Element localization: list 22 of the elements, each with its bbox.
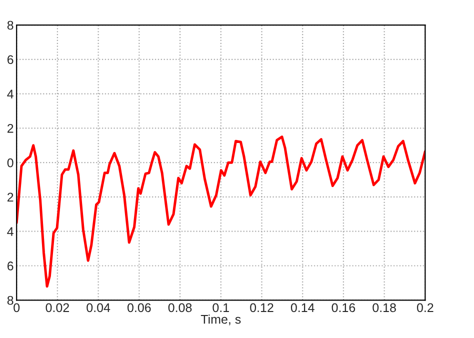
y-tick-label: 6 xyxy=(7,55,14,64)
y-tick-label: 6 xyxy=(7,262,14,270)
x-tick-label: 0.08 xyxy=(168,303,192,312)
x-tick-label: 0 xyxy=(14,303,20,312)
x-tick-label: 0.18 xyxy=(372,303,396,312)
x-tick-label: 0.2 xyxy=(416,303,434,312)
x-tick-label: 0.04 xyxy=(86,303,110,312)
x-tick-label: 0.12 xyxy=(250,303,274,312)
x-tick-label: 0.14 xyxy=(290,303,314,312)
y-tick-label: 0 xyxy=(7,158,14,168)
x-tick-label: 0.1 xyxy=(212,303,229,312)
x-axis-title: Time, s xyxy=(200,314,241,326)
y-tick-label: 2 xyxy=(7,192,14,202)
y-tick-label: 4 xyxy=(7,227,14,236)
line-series xyxy=(16,136,426,288)
y-tick-label: 8 xyxy=(7,20,14,30)
y-tick-label: 8 xyxy=(7,296,14,305)
y-tick-label: 2 xyxy=(7,124,14,133)
y-tick-label: 4 xyxy=(7,90,14,98)
x-tick-label: 0.16 xyxy=(332,303,356,312)
x-tick-label: 0.06 xyxy=(127,303,151,312)
x-tick-label: 0.02 xyxy=(46,303,69,312)
